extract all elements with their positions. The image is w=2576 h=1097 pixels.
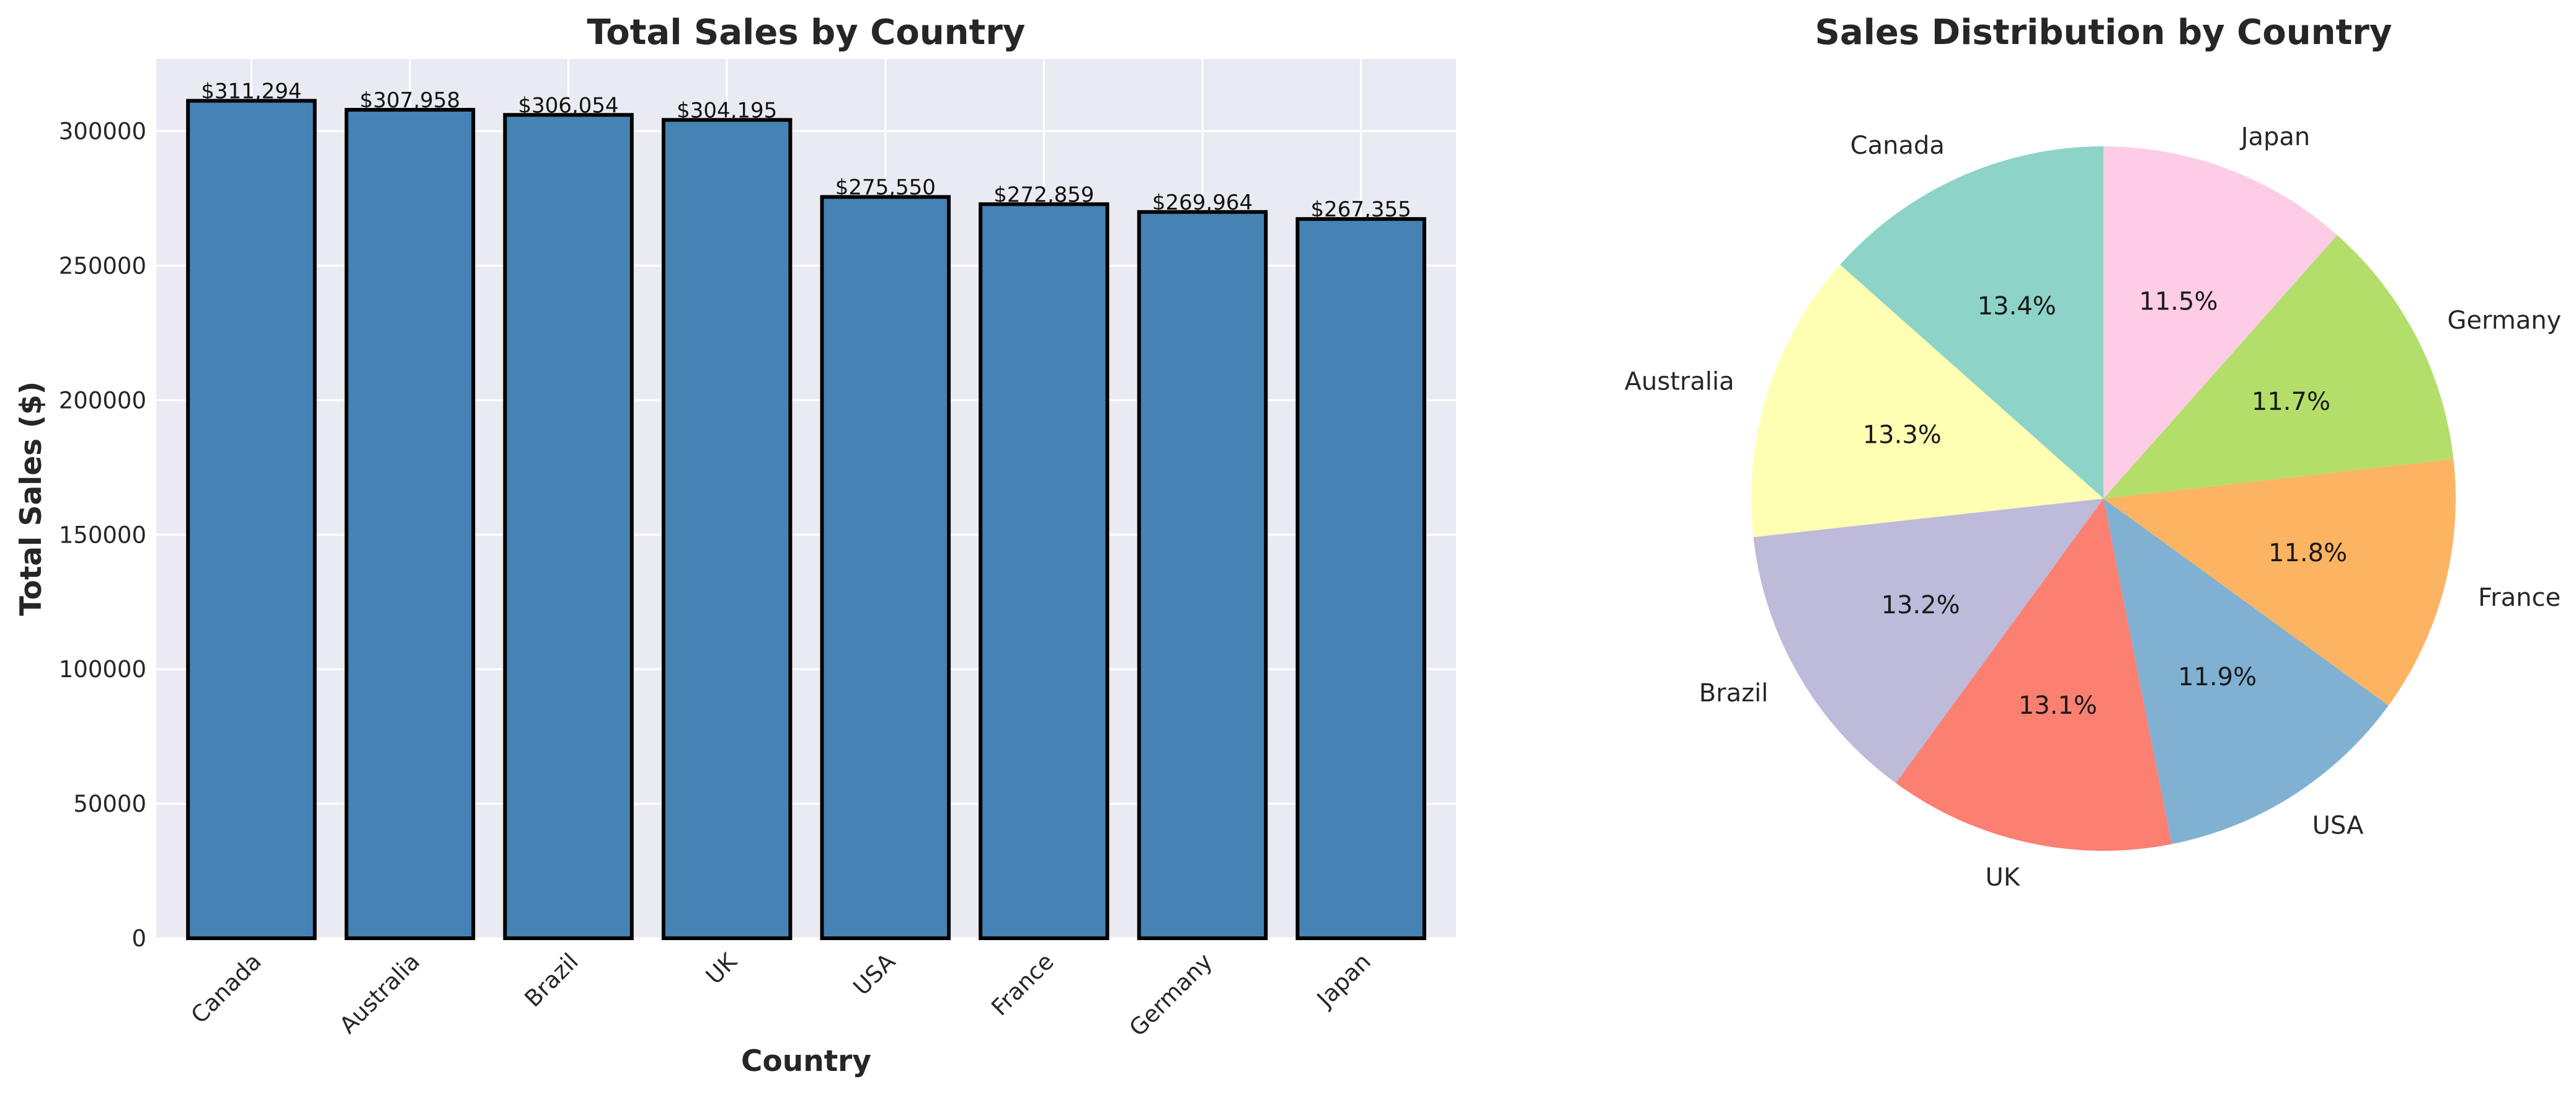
pie-category-label: France xyxy=(2478,584,2560,612)
bar-y-tick-labels: 0 50000 100000 150000 200000 250000 300000 xyxy=(59,118,146,952)
bar-australia xyxy=(344,107,476,941)
y-tick-label: 0 xyxy=(131,925,146,952)
x-tick-label: Germany xyxy=(1124,948,1218,1042)
y-tick-label: 200000 xyxy=(59,387,146,414)
y-tick-label: 150000 xyxy=(59,522,146,548)
bar-value-label: $311,294 xyxy=(201,79,301,104)
y-tick-label: 50000 xyxy=(73,791,146,817)
pie-percent-label: 11.5% xyxy=(2139,287,2218,316)
pie-category-label: Canada xyxy=(1850,131,1945,160)
pie-labels: Canada Australia Brazil UK USA France Germany J… xyxy=(1625,123,2562,892)
pie-slice-australia xyxy=(1751,264,2103,538)
y-tick-label: 250000 xyxy=(59,252,146,279)
bar-value-label: $275,550 xyxy=(835,175,936,200)
bar-x-axis-label: Country xyxy=(741,1044,871,1078)
pie-chart: Sales Distribution by Country Canada Aust… xyxy=(1625,12,2562,892)
pie-category-label: UK xyxy=(1986,863,2021,892)
bar-value-label: $267,355 xyxy=(1311,197,1411,222)
bar-chart-title: Total Sales by Country xyxy=(587,12,1026,53)
y-tick-label: 100000 xyxy=(59,656,146,683)
x-tick-label: Japan xyxy=(1311,948,1376,1013)
pie-slice-brazil xyxy=(1753,499,2103,783)
bar-value-label: $269,964 xyxy=(1152,190,1253,215)
bar-value-label: $306,054 xyxy=(518,93,618,118)
bar-canada xyxy=(186,99,317,941)
pie-category-label: USA xyxy=(2312,811,2364,840)
pie-slice-germany xyxy=(2103,235,2454,499)
pie-percent-label: 13.4% xyxy=(1978,292,2056,321)
bar-value-label: $307,958 xyxy=(360,88,460,113)
pie-chart-title: Sales Distribution by Country xyxy=(1815,12,2392,53)
bar-germany xyxy=(1137,210,1268,940)
pie-category-label: Germany xyxy=(2448,306,2562,335)
pie-slices xyxy=(1751,146,2456,851)
bar-usa xyxy=(820,195,951,940)
pie-slice-japan xyxy=(2103,146,2337,499)
pie-slice-france xyxy=(2103,459,2456,706)
bar-x-tick-labels: Canada Australia Brazil UK USA France Germany J… xyxy=(186,948,1376,1042)
bar-france xyxy=(979,202,1109,941)
pie-slice-canada xyxy=(1840,146,2103,499)
bar-series xyxy=(186,99,1426,941)
pie-category-label: Brazil xyxy=(1699,679,1769,708)
pie-percent-label: 13.1% xyxy=(2019,691,2097,720)
bar-brazil xyxy=(503,113,634,940)
x-tick-label: UK xyxy=(701,948,743,990)
y-tick-label: 300000 xyxy=(59,118,146,145)
pie-percent-labels: 13.4% 13.3% 13.2% 13.1% 11.9% 11.8% 11.7% 11.5% xyxy=(1863,287,2347,719)
pie-category-label: Australia xyxy=(1625,368,1734,396)
x-tick-label: Canada xyxy=(186,948,267,1029)
x-tick-label: Brazil xyxy=(520,948,584,1012)
bar-value-label: $272,859 xyxy=(993,182,1094,207)
x-tick-label: USA xyxy=(848,948,901,1001)
bar-chart: $311,294 $307,958 $306,054 $304,195 $275,550… xyxy=(14,12,1456,1078)
bar-japan xyxy=(1295,217,1426,941)
bar-data-labels: $311,294 $307,958 $306,054 $304,195 $275,550… xyxy=(201,79,1411,223)
pie-category-label: Japan xyxy=(2239,123,2311,151)
x-tick-label: France xyxy=(986,948,1059,1021)
pie-slice-usa xyxy=(2103,499,2389,845)
x-tick-label: Australia xyxy=(334,948,425,1039)
pie-percent-label: 13.3% xyxy=(1863,421,1942,450)
pie-percent-label: 11.8% xyxy=(2268,539,2347,567)
pie-slice-uk xyxy=(1896,499,2172,851)
pie-percent-label: 11.9% xyxy=(2178,663,2257,691)
pie-percent-label: 11.7% xyxy=(2252,388,2330,416)
pie-percent-label: 13.2% xyxy=(1881,591,1960,620)
bar-value-label: $304,195 xyxy=(677,98,777,123)
bar-y-axis-label: Total Sales ($) xyxy=(14,381,48,616)
bar-uk xyxy=(661,118,793,940)
